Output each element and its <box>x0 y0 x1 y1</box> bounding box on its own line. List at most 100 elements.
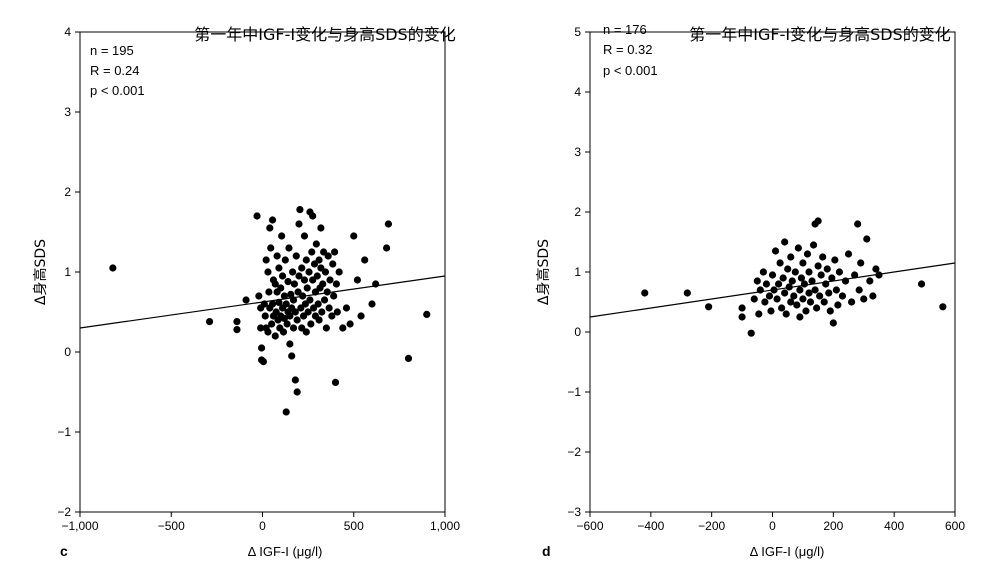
y-tick-label: 2 <box>64 185 71 199</box>
data-point <box>753 277 761 285</box>
y-tick-label: 1 <box>64 265 71 279</box>
data-point <box>738 313 746 321</box>
stat-n: n = 195 <box>90 43 134 58</box>
data-point <box>771 247 780 255</box>
data-point <box>822 280 830 288</box>
data-point <box>299 292 307 300</box>
y-tick-label: 0 <box>574 325 581 339</box>
x-tick-label: 0 <box>769 519 776 533</box>
data-point <box>342 304 351 312</box>
data-point <box>300 276 309 284</box>
y-axis-ticks: −3 −2 −1 0 1 2 3 4 5 <box>567 25 590 519</box>
data-point <box>770 286 778 294</box>
data-point <box>302 328 310 336</box>
data-point <box>262 256 270 264</box>
stat-n: n = 176 <box>603 22 647 37</box>
data-point <box>782 310 790 318</box>
data-point <box>800 280 809 288</box>
data-point <box>774 280 783 288</box>
data-point <box>814 217 822 225</box>
y-tick-label: −1 <box>567 385 581 399</box>
data-point <box>875 271 883 279</box>
data-point <box>306 296 314 304</box>
data-point <box>797 274 805 282</box>
y-tick-label: −3 <box>567 505 581 519</box>
scatter-panel-c: −1,000 −500 0 500 1,000 −2 −1 0 1 2 3 4 第一年中IGF-I变… <box>32 25 460 559</box>
data-point <box>282 408 290 416</box>
data-point <box>320 296 329 304</box>
data-point <box>331 378 340 386</box>
data-point <box>268 320 276 328</box>
data-point <box>275 298 283 306</box>
y-tick-label: 1 <box>574 265 581 279</box>
data-point <box>315 316 323 324</box>
data-point <box>863 235 871 243</box>
data-point <box>325 304 333 312</box>
data-point <box>303 284 311 292</box>
data-point <box>335 268 343 276</box>
data-point <box>273 252 281 260</box>
x-axis-ticks: −600 −400 −200 0 200 400 600 <box>576 512 965 533</box>
data-point <box>322 324 330 332</box>
data-point <box>806 298 815 306</box>
data-point <box>641 289 649 297</box>
data-point <box>293 388 301 396</box>
data-point <box>353 276 361 284</box>
data-point <box>281 256 289 264</box>
x-tick-label: 500 <box>344 519 364 533</box>
data-point <box>423 310 431 318</box>
data-point <box>738 304 746 312</box>
data-point <box>823 265 831 273</box>
data-point <box>329 260 337 268</box>
data-point <box>312 240 320 248</box>
data-point <box>330 292 338 300</box>
data-point <box>308 248 316 256</box>
data-point <box>872 265 880 273</box>
data-point <box>330 248 339 256</box>
data-point <box>857 259 865 267</box>
data-point <box>298 264 306 272</box>
data-point <box>869 292 877 300</box>
data-point <box>315 256 323 264</box>
data-point <box>350 232 358 240</box>
data-point <box>794 244 802 252</box>
data-point <box>844 250 853 258</box>
y-tick-label: 2 <box>574 205 581 219</box>
stat-r: R = 0.32 <box>603 42 653 57</box>
data-point <box>282 300 290 308</box>
data-point <box>275 264 283 272</box>
data-point <box>866 277 874 285</box>
data-point <box>819 253 827 261</box>
data-point <box>277 284 285 292</box>
data-point <box>288 352 296 360</box>
data-point <box>357 312 365 320</box>
data-point <box>109 264 117 272</box>
data-point <box>793 301 801 309</box>
data-point <box>776 259 784 267</box>
data-point <box>286 340 294 348</box>
data-point <box>808 277 816 285</box>
data-point <box>268 300 277 308</box>
data-point <box>787 298 795 306</box>
data-point <box>761 298 769 306</box>
data-point <box>333 308 341 316</box>
data-point <box>384 220 393 228</box>
x-tick-label: 400 <box>884 519 904 533</box>
x-tick-label: −500 <box>158 519 185 533</box>
data-point <box>784 265 792 273</box>
data-point <box>295 272 303 280</box>
data-point <box>300 232 309 240</box>
data-point <box>404 354 413 362</box>
x-tick-label: −1,000 <box>61 519 98 533</box>
data-point <box>816 292 824 300</box>
y-axis-ticks: −2 −1 0 1 2 3 4 <box>57 25 80 519</box>
data-point <box>260 300 268 308</box>
data-point <box>811 286 819 294</box>
y-axis-label: Δ身高SDS <box>32 239 49 305</box>
x-axis-ticks: −1,000 −500 0 500 1,000 <box>61 512 460 533</box>
data-point <box>266 224 274 232</box>
data-point <box>295 220 303 228</box>
stat-p: p < 0.001 <box>90 83 145 98</box>
data-point <box>233 326 241 334</box>
